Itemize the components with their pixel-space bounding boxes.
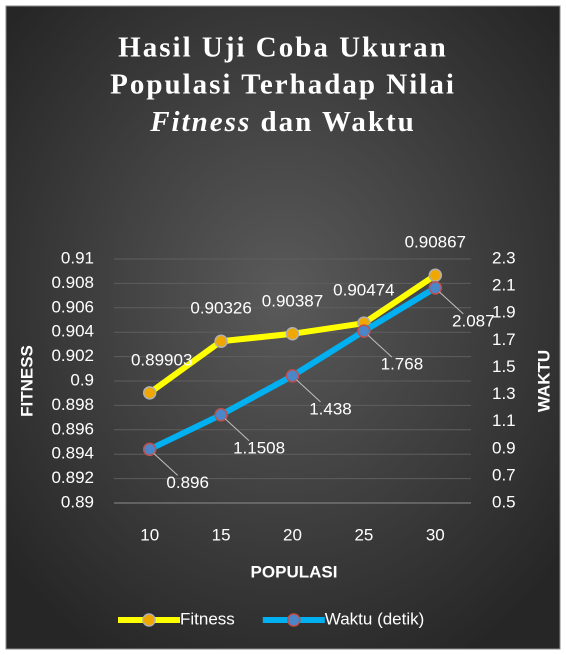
chart-title: Populasi Terhadap Nilai <box>110 69 456 101</box>
x-tick-label: 25 <box>354 525 373 544</box>
x-tick-label: 15 <box>212 525 231 544</box>
y-tick-label: 0.898 <box>51 395 94 414</box>
y-tick-label: 0.896 <box>51 419 94 438</box>
leader-line <box>367 334 393 358</box>
point <box>285 369 300 383</box>
point <box>357 324 371 338</box>
point <box>428 268 443 282</box>
chart-title: Fitness dan Waktu <box>149 106 416 138</box>
chart-title: Hasil Uji Coba Ukuran <box>118 32 448 64</box>
y2-tick-label: 1.1 <box>492 411 516 430</box>
chart-title: dan Waktu <box>260 106 415 138</box>
x-axis-title: POPULASI <box>251 562 338 581</box>
y-tick-label: 0.902 <box>51 346 94 365</box>
legend-label: Waktu (detik) <box>325 609 425 628</box>
y-tick-label: 0.904 <box>51 322 94 341</box>
y-tick-label: 0.89 <box>61 492 94 511</box>
y-tick-label: 0.892 <box>51 468 94 487</box>
y-tick-label: 0.894 <box>51 444 94 463</box>
data-label: 0.90867 <box>405 233 466 252</box>
legend-marker <box>287 613 301 627</box>
y2-tick-label: 1.7 <box>492 330 516 349</box>
data-label: 0.90326 <box>190 299 251 318</box>
data-label: 0.90387 <box>262 291 323 310</box>
leader-line <box>153 452 179 476</box>
point <box>285 327 300 341</box>
y2-tick-label: 0.7 <box>492 465 516 484</box>
y2-tick-label: 2.1 <box>492 276 516 295</box>
data-label: 0.896 <box>166 473 209 492</box>
point <box>214 408 228 422</box>
y2-tick-label: 1.3 <box>492 384 516 403</box>
point <box>142 386 157 400</box>
legend-label: Fitness <box>180 609 235 628</box>
x-tick-label: 10 <box>140 525 159 544</box>
data-label: 1.438 <box>309 399 352 418</box>
y2-tick-label: 0.5 <box>492 492 516 511</box>
y2-tick-label: 0.9 <box>492 438 516 457</box>
point <box>142 442 157 457</box>
data-label: 1.1508 <box>233 438 285 457</box>
x-tick-label: 30 <box>426 525 445 544</box>
chart-area <box>5 5 561 650</box>
data-label: 1.768 <box>381 355 424 374</box>
y-tick-label: 0.908 <box>51 273 94 292</box>
data-label: 0.89903 <box>131 350 192 369</box>
y2-tick-label: 2.3 <box>492 248 516 267</box>
point <box>214 334 228 348</box>
y-tick-label: 0.9 <box>70 370 94 389</box>
legend-marker <box>142 613 156 627</box>
data-label: 0.90474 <box>333 281 394 300</box>
data-label: 2.087 <box>452 311 495 330</box>
y-axis-title: FITNESS <box>17 345 36 417</box>
y-tick-label: 0.91 <box>61 248 94 267</box>
y2-axis-title: WAKTU <box>534 350 553 412</box>
y2-tick-label: 1.5 <box>492 357 516 376</box>
y2-tick-label: 1.9 <box>492 303 516 322</box>
point <box>428 281 443 295</box>
leader-line <box>438 291 464 315</box>
leader-line <box>224 418 250 442</box>
y-tick-label: 0.906 <box>51 297 94 316</box>
leader-line <box>296 379 321 403</box>
x-tick-label: 20 <box>283 525 302 544</box>
chart-title: Fitness <box>149 106 251 138</box>
